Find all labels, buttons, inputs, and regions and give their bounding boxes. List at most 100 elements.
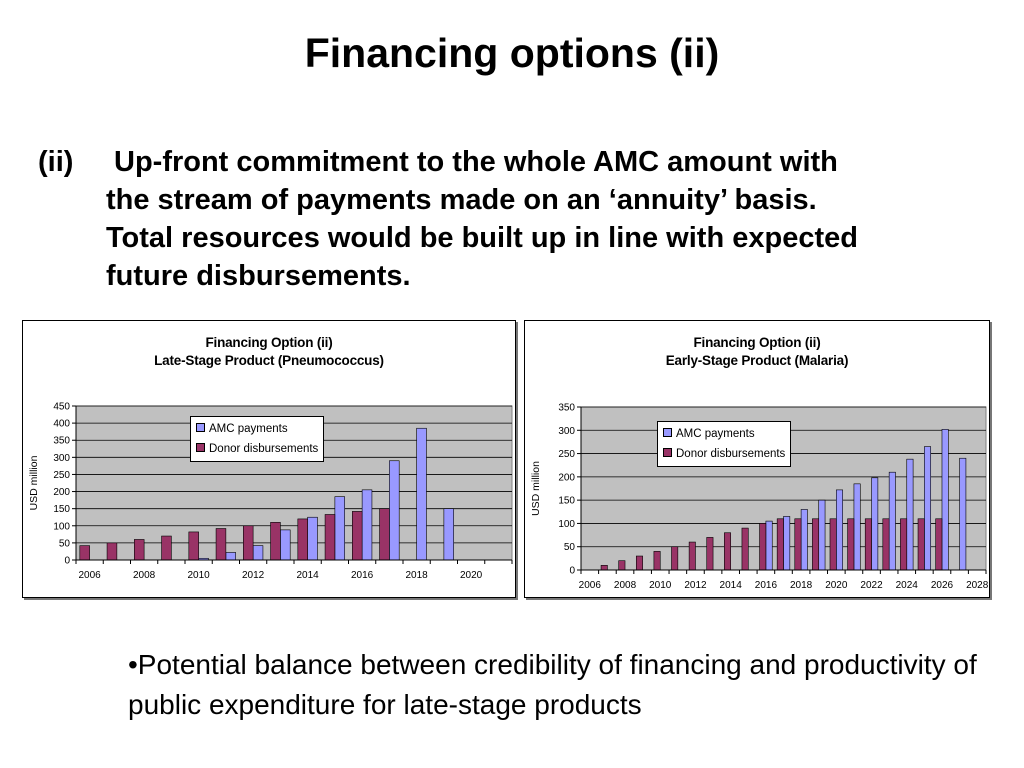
bar-amc <box>924 446 932 571</box>
x-tick-label: 2010 <box>649 580 672 591</box>
bar-amc <box>853 483 861 571</box>
bar-donor <box>270 522 281 561</box>
bar-donor <box>829 518 837 571</box>
y-tick-label: 400 <box>53 419 70 430</box>
point-line: future disbursements. <box>106 260 411 292</box>
bar-donor <box>847 518 855 571</box>
x-tick-label: 2016 <box>755 580 778 591</box>
y-tick-label: 150 <box>53 504 70 515</box>
bar-amc <box>416 427 427 561</box>
bar-donor <box>188 531 199 561</box>
legend-item-donor: Donor disbursements <box>663 444 785 464</box>
bar-amc <box>443 508 454 561</box>
x-tick-label: 2016 <box>351 570 374 581</box>
bar-donor <box>671 546 679 571</box>
y-axis-label: USD million <box>530 461 542 516</box>
bar-donor <box>741 527 749 571</box>
x-tick-label: 2014 <box>297 570 320 581</box>
legend-label: Donor disbursements <box>209 443 319 455</box>
bar-amc <box>783 516 791 571</box>
point-line: the stream of payments made on an ‘annui… <box>106 184 817 216</box>
legend-swatch-donor <box>663 448 672 457</box>
x-tick-label: 2022 <box>860 580 883 591</box>
x-tick-label: 2010 <box>188 570 211 581</box>
y-tick-label: 300 <box>558 426 575 437</box>
bar-amc <box>225 552 236 561</box>
chart-early-stage: 0 50 100 150 200 250 300 350 2006 2008 2010 2012 201… <box>524 320 990 598</box>
legend-label: AMC payments <box>209 423 288 435</box>
bar-donor <box>618 560 626 571</box>
bar-amc <box>361 489 373 561</box>
x-tick-label: 2006 <box>79 570 102 581</box>
y-tick-label: 100 <box>558 519 575 530</box>
y-tick-label: 50 <box>564 542 576 553</box>
bar-donor <box>759 523 767 571</box>
x-tick-label: 2018 <box>790 580 813 591</box>
x-tick-label: 2006 <box>579 580 602 591</box>
x-tick-label: 2028 <box>966 580 989 591</box>
point-line: Up-front commitment to the whole AMC amo… <box>114 146 838 178</box>
bar-donor <box>215 528 227 561</box>
chart-legend: AMC payments Donor disbursements <box>190 416 325 462</box>
chart-title: Financing Option (ii) Late-Stage Product… <box>23 334 515 370</box>
y-tick-label: 250 <box>53 470 70 481</box>
bar-amc <box>334 496 345 561</box>
bar-donor <box>379 508 390 561</box>
chart-legend: AMC payments Donor disbursements <box>657 421 792 467</box>
legend-swatch-amc <box>196 423 205 432</box>
x-tick-label: 2008 <box>614 580 637 591</box>
bar-amc <box>836 489 843 571</box>
bar-donor <box>724 532 731 571</box>
y-tick-label: 200 <box>558 472 575 483</box>
bar-donor <box>794 518 802 571</box>
chart-title-line: Financing Option (ii) <box>205 335 333 350</box>
bar-donor <box>134 539 145 561</box>
bar-donor <box>106 542 118 561</box>
slide-title: Financing options (ii) <box>304 30 720 76</box>
chart-title-line: Financing Option (ii) <box>693 335 821 350</box>
bar-donor <box>812 518 820 571</box>
legend-swatch-amc <box>663 428 672 437</box>
legend-label: Donor disbursements <box>676 448 786 460</box>
x-tick-label: 2014 <box>720 580 743 591</box>
bar-donor <box>352 511 363 561</box>
bar-amc <box>906 458 914 571</box>
chart-title: Financing Option (ii) Early-Stage Produc… <box>525 334 989 370</box>
chart-subtitle-line: Early-Stage Product (Malaria) <box>665 353 849 368</box>
bar-amc <box>307 516 318 561</box>
y-tick-label: 0 <box>64 556 70 567</box>
y-tick-label: 250 <box>558 449 575 460</box>
x-tick-label: 2012 <box>242 570 265 581</box>
bar-amc <box>389 460 400 561</box>
y-tick-label: 350 <box>53 436 70 447</box>
bar-amc <box>941 429 949 571</box>
bar-amc <box>280 529 291 561</box>
x-tick-label: 2018 <box>406 570 429 581</box>
x-tick-label: 2026 <box>931 580 954 591</box>
bar-donor <box>706 537 714 571</box>
y-axis-label: USD million <box>28 455 40 510</box>
bar-donor <box>297 518 308 561</box>
legend-swatch-donor <box>196 443 205 452</box>
bar-donor <box>600 565 608 571</box>
y-tick-label: 50 <box>59 538 71 549</box>
x-tick-label: 2012 <box>684 580 707 591</box>
y-tick-label: 450 <box>53 402 70 413</box>
y-tick-label: 150 <box>558 496 575 507</box>
bar-amc <box>959 457 967 571</box>
bar-donor <box>79 545 90 561</box>
x-tick-label: 2024 <box>896 580 919 591</box>
bar-amc <box>800 509 808 571</box>
x-tick-label: 2020 <box>460 570 483 581</box>
bullet-point: •Potential balance between credibility o… <box>128 649 977 720</box>
bar-donor <box>864 518 872 571</box>
point-line: Total resources would be built up in lin… <box>106 222 858 254</box>
chart-late-stage: 0 50 100 150 200 250 300 350 400 450 2006 2008 2010 2… <box>22 320 516 598</box>
chart-subtitle-line: Late-Stage Product (Pneumococcus) <box>154 353 384 368</box>
legend-item-amc: AMC payments <box>663 424 785 444</box>
y-tick-label: 200 <box>53 487 70 498</box>
bar-donor <box>653 551 661 571</box>
bar-donor <box>882 518 890 571</box>
bar-donor <box>324 514 336 561</box>
y-tick-label: 0 <box>569 566 575 577</box>
